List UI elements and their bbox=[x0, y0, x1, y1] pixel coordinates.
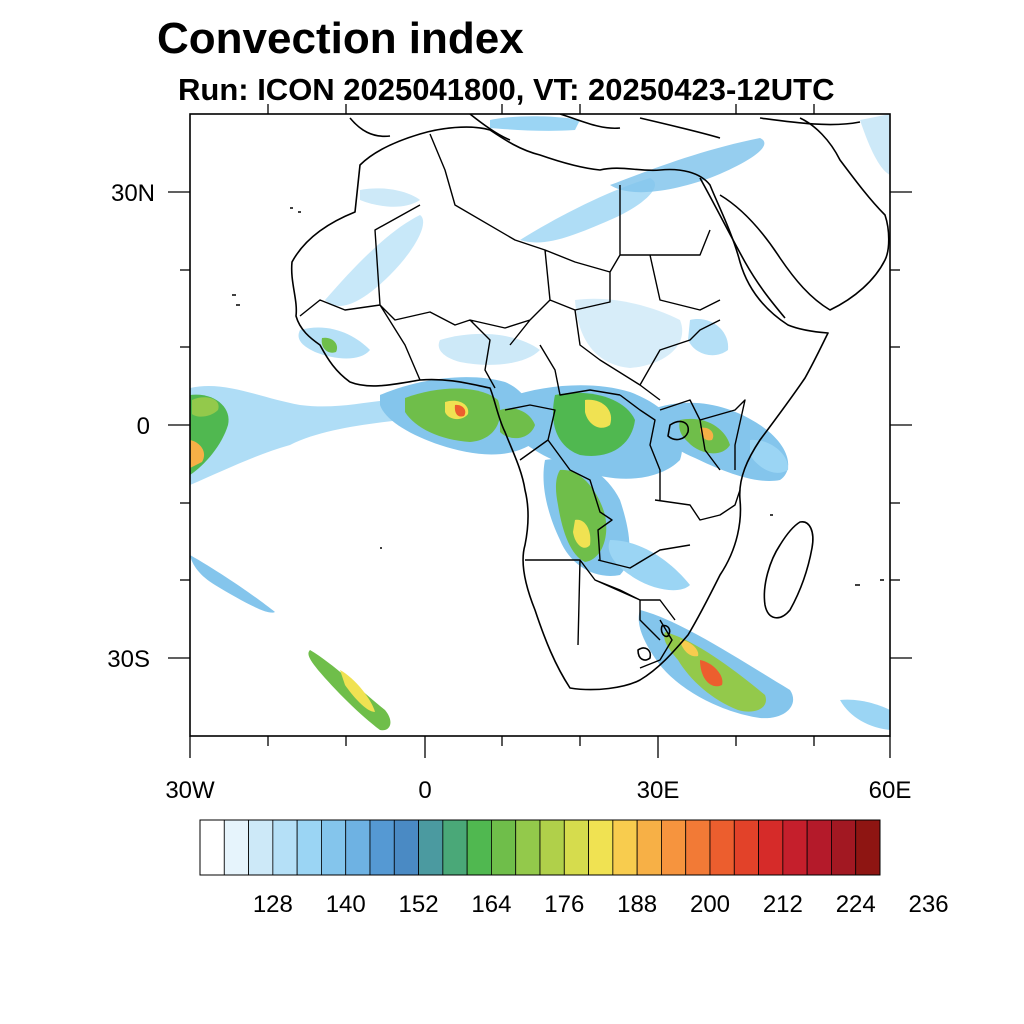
lon-tick-label: 30E bbox=[637, 777, 680, 804]
convection-peak-gulf-guinea-2 bbox=[454, 404, 466, 417]
convection-area-sahel-2 bbox=[575, 298, 683, 368]
europe-coastline bbox=[349, 114, 861, 141]
coastlines bbox=[232, 114, 890, 691]
islands bbox=[232, 207, 884, 586]
colorbar-tick-label: 224 bbox=[836, 891, 876, 918]
colorbar-box bbox=[758, 819, 784, 876]
colorbar-box bbox=[636, 819, 662, 876]
colorbar-tick-label: 212 bbox=[763, 891, 803, 918]
axis-ticks bbox=[168, 104, 912, 758]
convection-peak-mozambique bbox=[700, 660, 723, 687]
colorbar-box bbox=[806, 819, 832, 876]
colorbar-box bbox=[442, 819, 468, 876]
lon-tick-label: 0 bbox=[418, 777, 431, 804]
colorbar-box bbox=[248, 819, 274, 876]
colorbar-box bbox=[661, 819, 687, 876]
convection-streak-mediterranean bbox=[490, 116, 580, 131]
colorbar-tick-label: 188 bbox=[617, 891, 657, 918]
arabia-coastline bbox=[719, 117, 890, 311]
colorbar-tick-label: 176 bbox=[544, 891, 584, 918]
convection-streak-south-atlantic-3 bbox=[340, 670, 375, 712]
convection-warm-mozambique bbox=[680, 640, 699, 657]
convection-streak-south-atlantic-1 bbox=[190, 555, 275, 613]
convection-field bbox=[190, 114, 890, 731]
colorbar-box bbox=[223, 819, 249, 876]
convection-streak-sahara-central bbox=[520, 178, 656, 243]
colorbar-box bbox=[369, 819, 395, 876]
colorbar-outline bbox=[199, 819, 881, 876]
colorbar-tick-label: 140 bbox=[326, 891, 366, 918]
convection-area-sahel-1 bbox=[438, 333, 540, 365]
colorbar-box bbox=[588, 819, 614, 876]
colorbar-box bbox=[782, 819, 808, 876]
lat-tick-label: 30N bbox=[111, 180, 155, 207]
colorbar-tick-label: 164 bbox=[471, 891, 511, 918]
colorbar-box bbox=[466, 819, 492, 876]
colorbar-box bbox=[272, 819, 298, 876]
colorbar-box bbox=[296, 819, 322, 876]
convection-peak-atlantic-west bbox=[190, 440, 205, 468]
convection-area-southeast-corner bbox=[840, 699, 890, 730]
colorbar-box bbox=[418, 819, 444, 876]
colorbar-box bbox=[709, 819, 735, 876]
convection-area-gabon bbox=[500, 408, 535, 439]
colorbar-tick-label: 200 bbox=[690, 891, 730, 918]
convection-peak-angola bbox=[573, 519, 591, 548]
colorbar-box bbox=[199, 819, 225, 876]
convection-area-atlantic-west bbox=[190, 385, 400, 485]
colorbar-labels: 128 140 152 164 176 188 200 212 224 236 bbox=[253, 891, 949, 918]
colorbar-tick-label: 236 bbox=[909, 891, 949, 918]
colorbar-box bbox=[515, 819, 541, 876]
colorbar-box bbox=[831, 819, 857, 876]
colorbar-box bbox=[321, 819, 347, 876]
convection-area-zambia bbox=[608, 540, 690, 591]
map-title: Convection index bbox=[157, 14, 524, 63]
colorbar-tick-label: 128 bbox=[253, 891, 293, 918]
country-borders bbox=[299, 133, 746, 669]
convection-streak-sahara-west bbox=[325, 215, 424, 306]
convection-streak-morocco bbox=[360, 188, 420, 207]
lesotho-border bbox=[637, 647, 652, 661]
convection-streak-egypt bbox=[610, 138, 765, 193]
convection-peak-congo bbox=[585, 399, 612, 428]
convection-core-west-africa bbox=[321, 337, 338, 353]
colorbar-box bbox=[563, 819, 589, 876]
red-sea-coastline bbox=[699, 177, 786, 319]
lake-victoria bbox=[667, 420, 690, 441]
colorbar-box bbox=[855, 819, 881, 876]
colorbar-box bbox=[491, 819, 517, 876]
convection-streak-arabia-north bbox=[860, 114, 890, 175]
africa-coastline bbox=[290, 126, 829, 691]
colorbar-box bbox=[539, 819, 565, 876]
convection-area-indian-ocean bbox=[750, 439, 789, 473]
madagascar-coastline bbox=[763, 521, 814, 619]
colorbar-box bbox=[345, 819, 371, 876]
lon-tick-label: 30W bbox=[165, 777, 215, 804]
lat-tick-label: 0 bbox=[137, 413, 150, 440]
colorbar bbox=[199, 819, 881, 876]
map-subtitle: Run: ICON 2025041800, VT: 20250423-12UTC bbox=[178, 72, 835, 107]
colorbar-tick-label: 152 bbox=[399, 891, 439, 918]
lat-tick-label: 30S bbox=[107, 646, 150, 673]
colorbar-box bbox=[733, 819, 759, 876]
colorbar-box bbox=[393, 819, 419, 876]
eswatini-border bbox=[660, 624, 671, 638]
colorbar-box bbox=[612, 819, 638, 876]
lon-tick-label: 60E bbox=[869, 777, 912, 804]
convection-area-ethiopia bbox=[688, 319, 729, 356]
colorbar-box bbox=[685, 819, 711, 876]
convection-core-atlantic-north bbox=[192, 397, 219, 417]
